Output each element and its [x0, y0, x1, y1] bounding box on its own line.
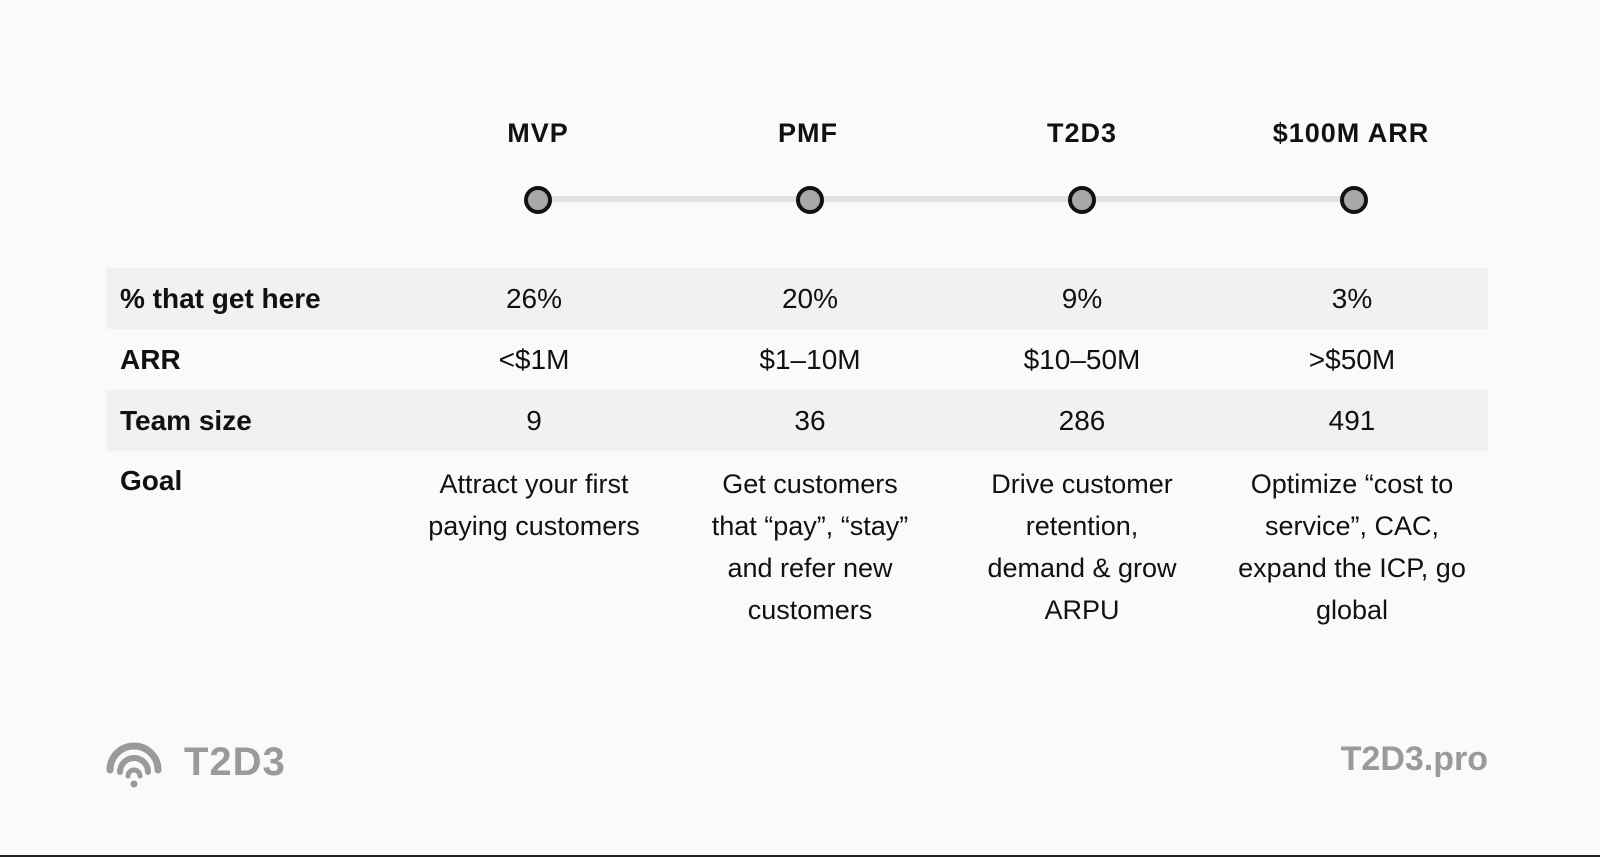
timeline-dot-100m-arr [1340, 186, 1368, 214]
footer-brand: T2D3 [106, 732, 286, 792]
row-label-team-size: Team size [120, 405, 252, 436]
row-label-goal: Goal [120, 465, 183, 496]
goal-cell-mvp: Attract your first paying customers [404, 463, 664, 547]
timeline-dot-mvp [524, 186, 552, 214]
goal-line: expand the ICP, go [1238, 553, 1466, 583]
goal-line: service”, CAC, [1264, 511, 1440, 541]
goal-line: Attract your first [439, 469, 629, 499]
footer-url: T2D3.pro [1340, 740, 1488, 778]
cell-team-mvp: 9 [526, 405, 542, 436]
goal-line: Drive customer [991, 469, 1173, 499]
row-arr: ARR <$1M $1–10M $10–50M >$50M [106, 329, 1488, 390]
goal-cell-100m: Optimize “cost to service”, CAC, expand … [1222, 463, 1482, 631]
stage-header-t2d3: T2D3 [1046, 118, 1118, 148]
goal-line: global [1315, 595, 1389, 625]
goal-cell-t2d3: Drive customer retention, demand & grow … [952, 463, 1212, 631]
bottom-rule [0, 855, 1600, 857]
cell-team-t2d3: 286 [1058, 405, 1106, 436]
goal-line: paying customers [428, 511, 640, 541]
cell-arr-mvp: <$1M [498, 344, 570, 375]
brand-logo-text: T2D3 [184, 739, 286, 784]
timeline-line [538, 196, 1354, 202]
goal-line: Optimize “cost to [1250, 469, 1454, 499]
goal-line: customers [747, 595, 873, 625]
cell-team-pmf: 36 [794, 405, 826, 436]
row-label-percent: % that get here [120, 283, 321, 314]
goal-line: ARPU [1044, 595, 1120, 625]
cell-arr-pmf: $1–10M [759, 344, 861, 375]
row-team-size: Team size 9 36 286 491 [106, 390, 1488, 451]
goal-line: and refer new [727, 553, 893, 583]
stage-header-100m-arr: $100M ARR [1272, 118, 1430, 148]
row-percent: % that get here 26% 20% 9% 3% [106, 268, 1488, 329]
cell-team-100m: 491 [1328, 405, 1376, 436]
timeline-dot-pmf [796, 186, 824, 214]
cell-percent-mvp: 26% [505, 283, 563, 314]
goal-line: Get customers [722, 469, 898, 499]
goal-line: retention, [1025, 511, 1139, 541]
goal-line: that “pay”, “stay” [711, 511, 909, 541]
cell-arr-100m: >$50M [1308, 344, 1396, 375]
cell-arr-t2d3: $10–50M [1023, 344, 1141, 375]
goal-line: demand & grow [987, 553, 1177, 583]
cell-percent-pmf: 20% [781, 283, 839, 314]
timeline-dot-t2d3 [1068, 186, 1096, 214]
wifi-signal-icon [106, 732, 162, 793]
goal-cell-pmf: Get customers that “pay”, “stay” and ref… [680, 463, 940, 631]
cell-percent-100m: 3% [1331, 283, 1373, 314]
stage-header-pmf: PMF [778, 118, 838, 148]
row-label-arr: ARR [120, 344, 181, 375]
stage-header-mvp: MVP [507, 118, 569, 148]
cell-percent-t2d3: 9% [1061, 283, 1103, 314]
